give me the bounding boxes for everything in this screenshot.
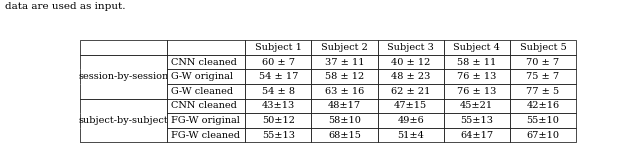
Text: data are used as input.: data are used as input. bbox=[5, 2, 125, 11]
